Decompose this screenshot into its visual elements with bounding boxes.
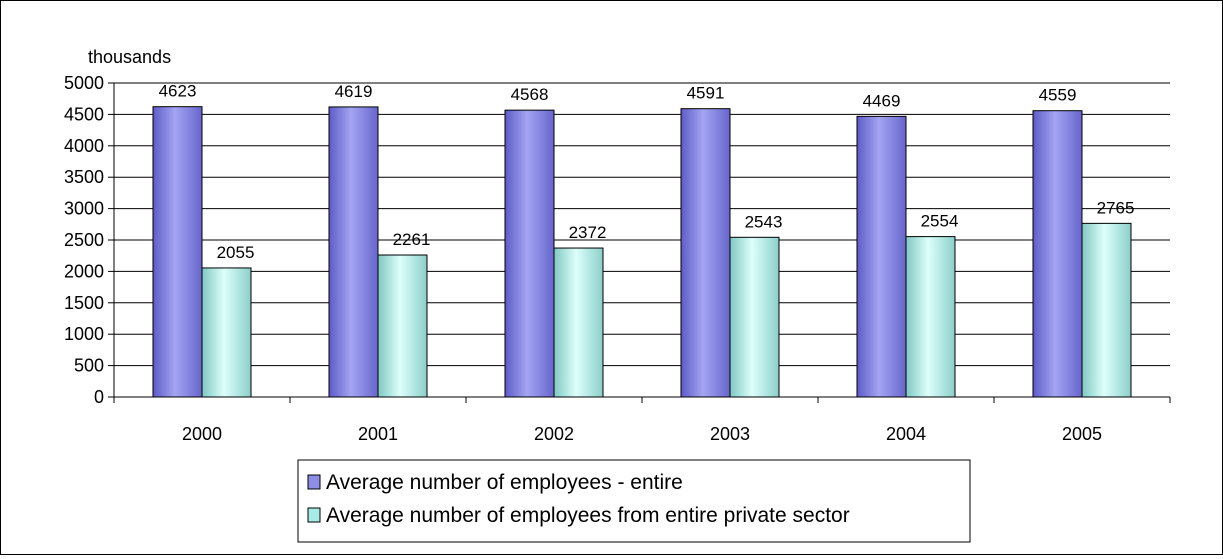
data-label: 4619 xyxy=(335,82,373,101)
bar-series-1 xyxy=(328,106,379,398)
data-label: 4559 xyxy=(1039,86,1077,105)
bar-series-2 xyxy=(377,254,428,398)
y-tick-label: 4000 xyxy=(64,136,104,156)
y-tick-label: 3000 xyxy=(64,199,104,219)
data-label: 2554 xyxy=(921,212,959,231)
data-label: 2765 xyxy=(1097,198,1135,217)
legend-label: Average number of employees from entire … xyxy=(326,504,850,527)
bar-series-1 xyxy=(680,108,731,398)
bar-series-2 xyxy=(201,267,252,398)
y-tick-label: 2500 xyxy=(64,230,104,250)
data-label: 4568 xyxy=(511,85,549,104)
bar-series-2 xyxy=(905,236,956,398)
data-label: 2543 xyxy=(745,212,783,231)
x-tick-label: 2002 xyxy=(534,424,574,444)
bar-series-1 xyxy=(504,109,555,398)
y-tick-label: 5000 xyxy=(64,73,104,93)
x-tick-label: 2003 xyxy=(710,424,750,444)
y-tick-label: 500 xyxy=(74,356,104,376)
legend-label: Average number of employees - entire xyxy=(326,471,683,494)
y-tick-label: 1500 xyxy=(64,293,104,313)
data-label: 4623 xyxy=(159,82,197,101)
legend-swatch xyxy=(307,507,321,523)
y-tick-label: 4500 xyxy=(64,104,104,124)
y-tick-label: 1000 xyxy=(64,324,104,344)
legend-swatch xyxy=(307,474,321,490)
x-tick-label: 2001 xyxy=(358,424,398,444)
legend: Average number of employees - entire Aver… xyxy=(297,459,971,543)
x-tick-label: 2004 xyxy=(886,424,926,444)
data-label: 2055 xyxy=(217,243,255,262)
y-tick-label: 2000 xyxy=(64,261,104,281)
legend-box xyxy=(297,459,971,543)
axes: 0 500 1000 1500 2000 2500 3000 3500 4000 4500 5000… xyxy=(64,73,1171,444)
data-label: 2261 xyxy=(393,230,431,249)
gridlines xyxy=(114,82,1170,367)
bars xyxy=(152,106,1132,398)
x-tick-label: 2005 xyxy=(1062,424,1102,444)
data-label: 2372 xyxy=(569,223,607,242)
bar-series-1 xyxy=(152,106,203,398)
data-label: 4591 xyxy=(687,84,725,103)
bar-series-1 xyxy=(1032,110,1083,398)
data-label: 4469 xyxy=(863,91,901,110)
data-labels: 4623 4619 4568 4591 4469 4559 2055 2261 2372 2543… xyxy=(159,82,1135,262)
y-tick-label: 0 xyxy=(94,387,104,407)
bar-series-2 xyxy=(1081,222,1132,398)
bar-series-1 xyxy=(856,115,907,398)
bar-series-2 xyxy=(553,247,604,398)
bar-series-2 xyxy=(729,236,780,398)
unit-label: thousands xyxy=(88,47,171,67)
y-tick-label: 3500 xyxy=(64,167,104,187)
x-tick-label: 2000 xyxy=(182,424,222,444)
